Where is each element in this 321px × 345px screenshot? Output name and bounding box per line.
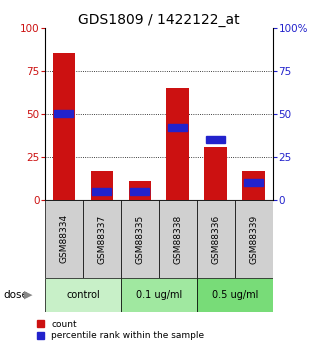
Bar xyxy=(167,88,189,200)
Bar xyxy=(53,53,75,200)
Bar xyxy=(242,171,265,200)
Bar xyxy=(130,188,149,195)
Text: ▶: ▶ xyxy=(24,290,32,300)
Bar xyxy=(197,200,235,278)
Bar xyxy=(55,110,74,117)
Bar xyxy=(128,181,151,200)
Text: GSM88336: GSM88336 xyxy=(211,214,221,264)
Text: GSM88335: GSM88335 xyxy=(135,214,144,264)
Bar xyxy=(206,136,225,143)
Bar xyxy=(121,200,159,278)
Bar xyxy=(197,278,273,312)
Text: 0.5 ug/ml: 0.5 ug/ml xyxy=(212,290,258,300)
Bar xyxy=(244,179,263,186)
Bar xyxy=(91,171,113,200)
Bar xyxy=(169,124,187,131)
Bar xyxy=(45,278,121,312)
Text: control: control xyxy=(66,290,100,300)
Bar xyxy=(159,200,197,278)
Bar xyxy=(121,278,197,312)
Bar xyxy=(45,200,83,278)
Text: GSM88337: GSM88337 xyxy=(97,214,107,264)
Legend: count, percentile rank within the sample: count, percentile rank within the sample xyxy=(37,320,204,341)
Bar xyxy=(235,200,273,278)
Bar xyxy=(83,200,121,278)
Title: GDS1809 / 1422122_at: GDS1809 / 1422122_at xyxy=(78,12,240,27)
Text: GSM88334: GSM88334 xyxy=(59,214,68,264)
Bar xyxy=(92,188,111,195)
Text: 0.1 ug/ml: 0.1 ug/ml xyxy=(136,290,182,300)
Text: dose: dose xyxy=(3,290,28,300)
Text: GSM88338: GSM88338 xyxy=(173,214,182,264)
Text: GSM88339: GSM88339 xyxy=(249,214,258,264)
Bar xyxy=(204,147,227,200)
